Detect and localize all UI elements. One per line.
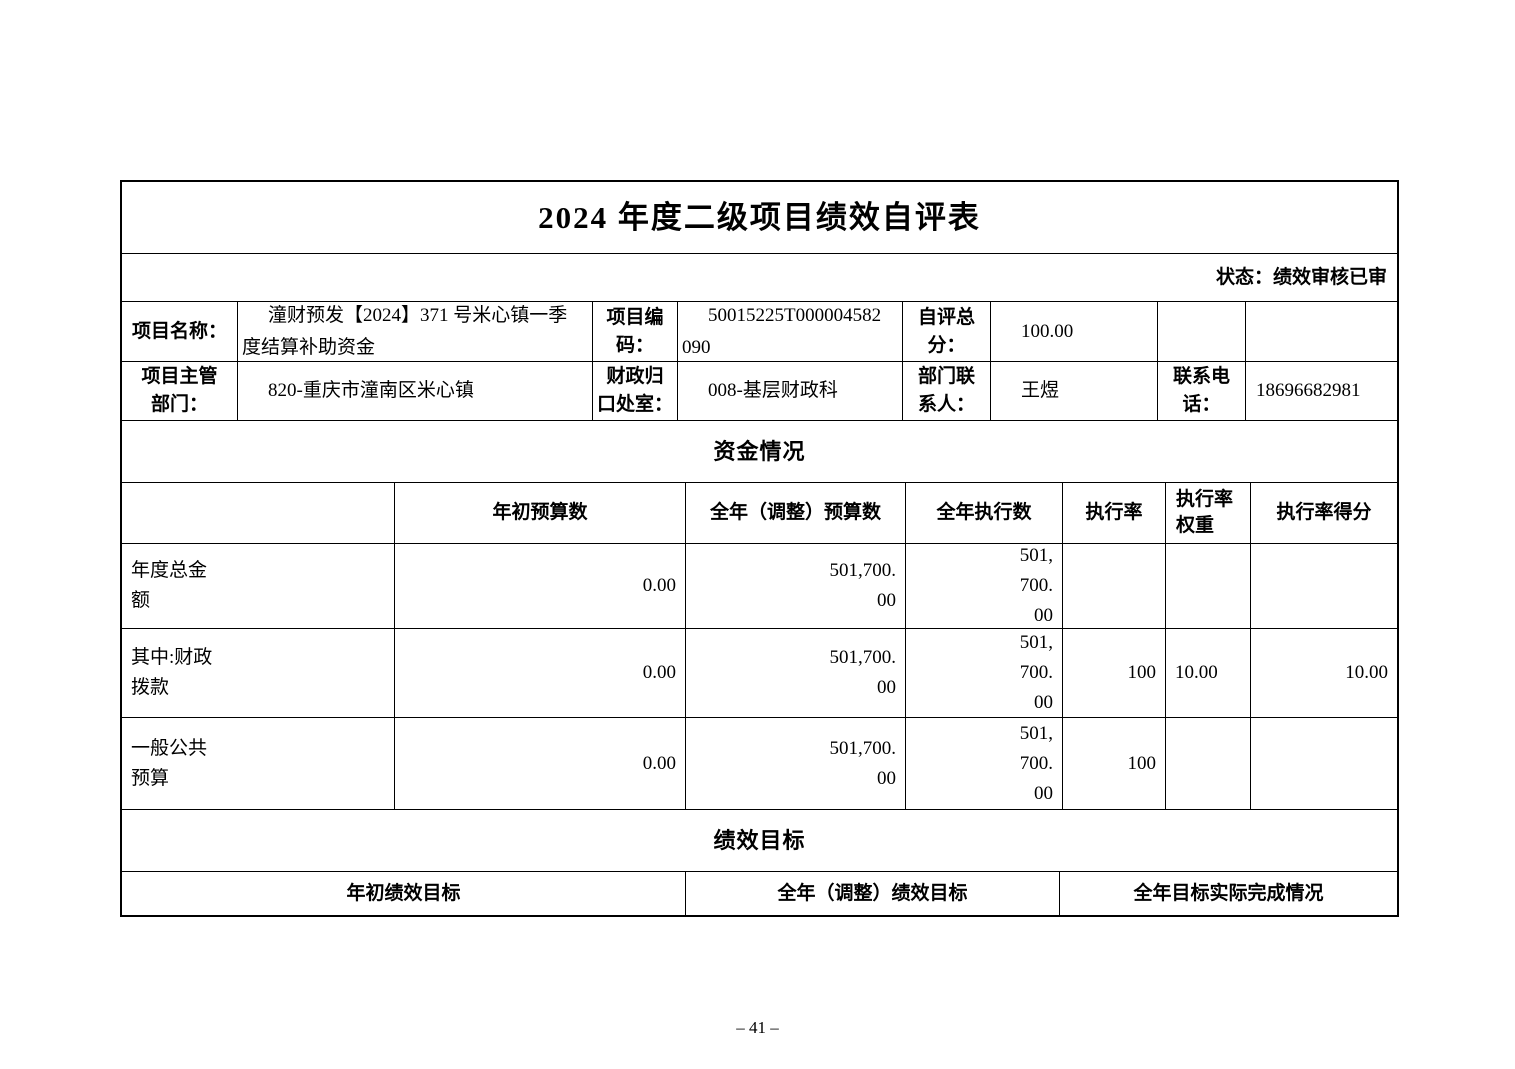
funding-col-header-initial-budget: 年初预算数 xyxy=(394,483,685,543)
self-score-value: 100.00 xyxy=(990,302,1157,361)
funding-cell-executed: 501, 700. 00 xyxy=(905,544,1062,628)
empty-cell xyxy=(1157,302,1245,361)
funding-cell-initial-budget: 0.00 xyxy=(394,544,685,628)
funding-col-header-rate-weight: 执行率 权重 xyxy=(1165,483,1250,543)
status-row: 状态：绩效审核已审 xyxy=(122,253,1397,301)
phone-value: 18696682981 xyxy=(1245,362,1397,420)
funding-col-header-adjusted-budget: 全年（调整）预算数 xyxy=(685,483,905,543)
funding-cell-rate-weight: 10.00 xyxy=(1165,629,1250,717)
funding-cell-rate-score xyxy=(1250,718,1397,809)
supervisor-dept-value: 820-重庆市潼南区米心镇 xyxy=(237,362,592,420)
performance-section-title: 绩效目标 xyxy=(713,827,806,853)
project-info-row-2: 项目主管 部门： 820-重庆市潼南区米心镇 财政归 口处室： 008-基层财政… xyxy=(122,361,1397,420)
funding-col-header-execution-rate: 执行率 xyxy=(1062,483,1165,543)
funding-section-header: 资金情况 xyxy=(122,420,1397,482)
perf-col-header-initial-target: 年初绩效目标 xyxy=(346,882,461,904)
funding-cell-adjusted-budget: 501,700. 00 xyxy=(685,544,905,628)
funding-section-title: 资金情况 xyxy=(713,438,806,464)
perf-col-header-actual-completion: 全年目标实际完成情况 xyxy=(1059,872,1397,915)
funding-row-label: 其中:财政 拨款 xyxy=(131,647,213,698)
funding-cell-rate-score xyxy=(1250,544,1397,628)
funding-row-general-public-budget: 一般公共 预算 0.00 501,700. 00 501, 700. 00 10… xyxy=(122,717,1397,809)
self-evaluation-table: 2024 年度二级项目绩效自评表 状态：绩效审核已审 项目名称： 潼财预发【20… xyxy=(120,180,1399,917)
funding-cell-initial-budget: 0.00 xyxy=(394,629,685,717)
funding-row-annual-total: 年度总金 额 0.00 501,700. 00 501, 700. 00 xyxy=(122,543,1397,628)
funding-cell-execution-rate: 100 xyxy=(1062,718,1165,809)
funding-row-label: 年度总金 额 xyxy=(131,560,208,611)
status-text: 状态：绩效审核已审 xyxy=(1215,266,1387,288)
funding-row-fiscal-allocation: 其中:财政 拨款 0.00 501,700. 00 501, 700. 00 1… xyxy=(122,628,1397,717)
page-number: – 41 – xyxy=(736,1018,779,1037)
empty-cell xyxy=(1245,302,1397,361)
table-title-row: 2024 年度二级项目绩效自评表 xyxy=(122,182,1397,253)
performance-header-row: 年初绩效目标 全年（调整）绩效目标 全年目标实际完成情况 xyxy=(122,871,1397,915)
funding-col-header-blank xyxy=(122,483,394,543)
funding-row-label: 一般公共 预算 xyxy=(131,737,208,789)
finance-office-value: 008-基层财政科 xyxy=(677,362,902,420)
dept-contact-label: 部门联 系人： xyxy=(902,362,990,420)
project-code-label: 项目编 码： xyxy=(592,302,677,361)
self-score-label: 自评总 分： xyxy=(902,302,990,361)
supervisor-dept-label: 项目主管 部门： xyxy=(141,366,218,415)
project-code-value: 50015225T000004582 090 xyxy=(677,302,902,361)
funding-cell-initial-budget: 0.00 xyxy=(394,718,685,809)
funding-col-header-executed: 全年执行数 xyxy=(905,483,1062,543)
funding-col-header-rate-score: 执行率得分 xyxy=(1250,483,1397,543)
dept-contact-value: 王煜 xyxy=(990,362,1157,420)
project-info-row-1: 项目名称： 潼财预发【2024】371 号米心镇一季 度结算补助资金 项目编 码… xyxy=(122,301,1397,361)
funding-cell-rate-score: 10.00 xyxy=(1250,629,1397,717)
funding-header-row: 年初预算数 全年（调整）预算数 全年执行数 执行率 执行率 权重 执行率得分 xyxy=(122,482,1397,543)
funding-cell-executed: 501, 700. 00 xyxy=(905,629,1062,717)
funding-cell-execution-rate: 100 xyxy=(1062,629,1165,717)
project-name-label: 项目名称： xyxy=(131,320,227,342)
performance-section-header: 绩效目标 xyxy=(122,809,1397,871)
finance-office-label: 财政归 口处室： xyxy=(592,362,677,420)
page-title: 2024 年度二级项目绩效自评表 xyxy=(538,199,981,235)
phone-label: 联系电 话： xyxy=(1157,362,1245,420)
funding-cell-execution-rate xyxy=(1062,544,1165,628)
funding-cell-rate-weight xyxy=(1165,718,1250,809)
funding-cell-adjusted-budget: 501,700. 00 xyxy=(685,629,905,717)
funding-cell-executed: 501, 700. 00 xyxy=(905,718,1062,809)
funding-cell-adjusted-budget: 501,700. 00 xyxy=(685,718,905,809)
project-name-value: 潼财预发【2024】371 号米心镇一季 度结算补助资金 xyxy=(237,302,592,361)
perf-col-header-adjusted-target: 全年（调整）绩效目标 xyxy=(685,872,1059,915)
funding-cell-rate-weight xyxy=(1165,544,1250,628)
